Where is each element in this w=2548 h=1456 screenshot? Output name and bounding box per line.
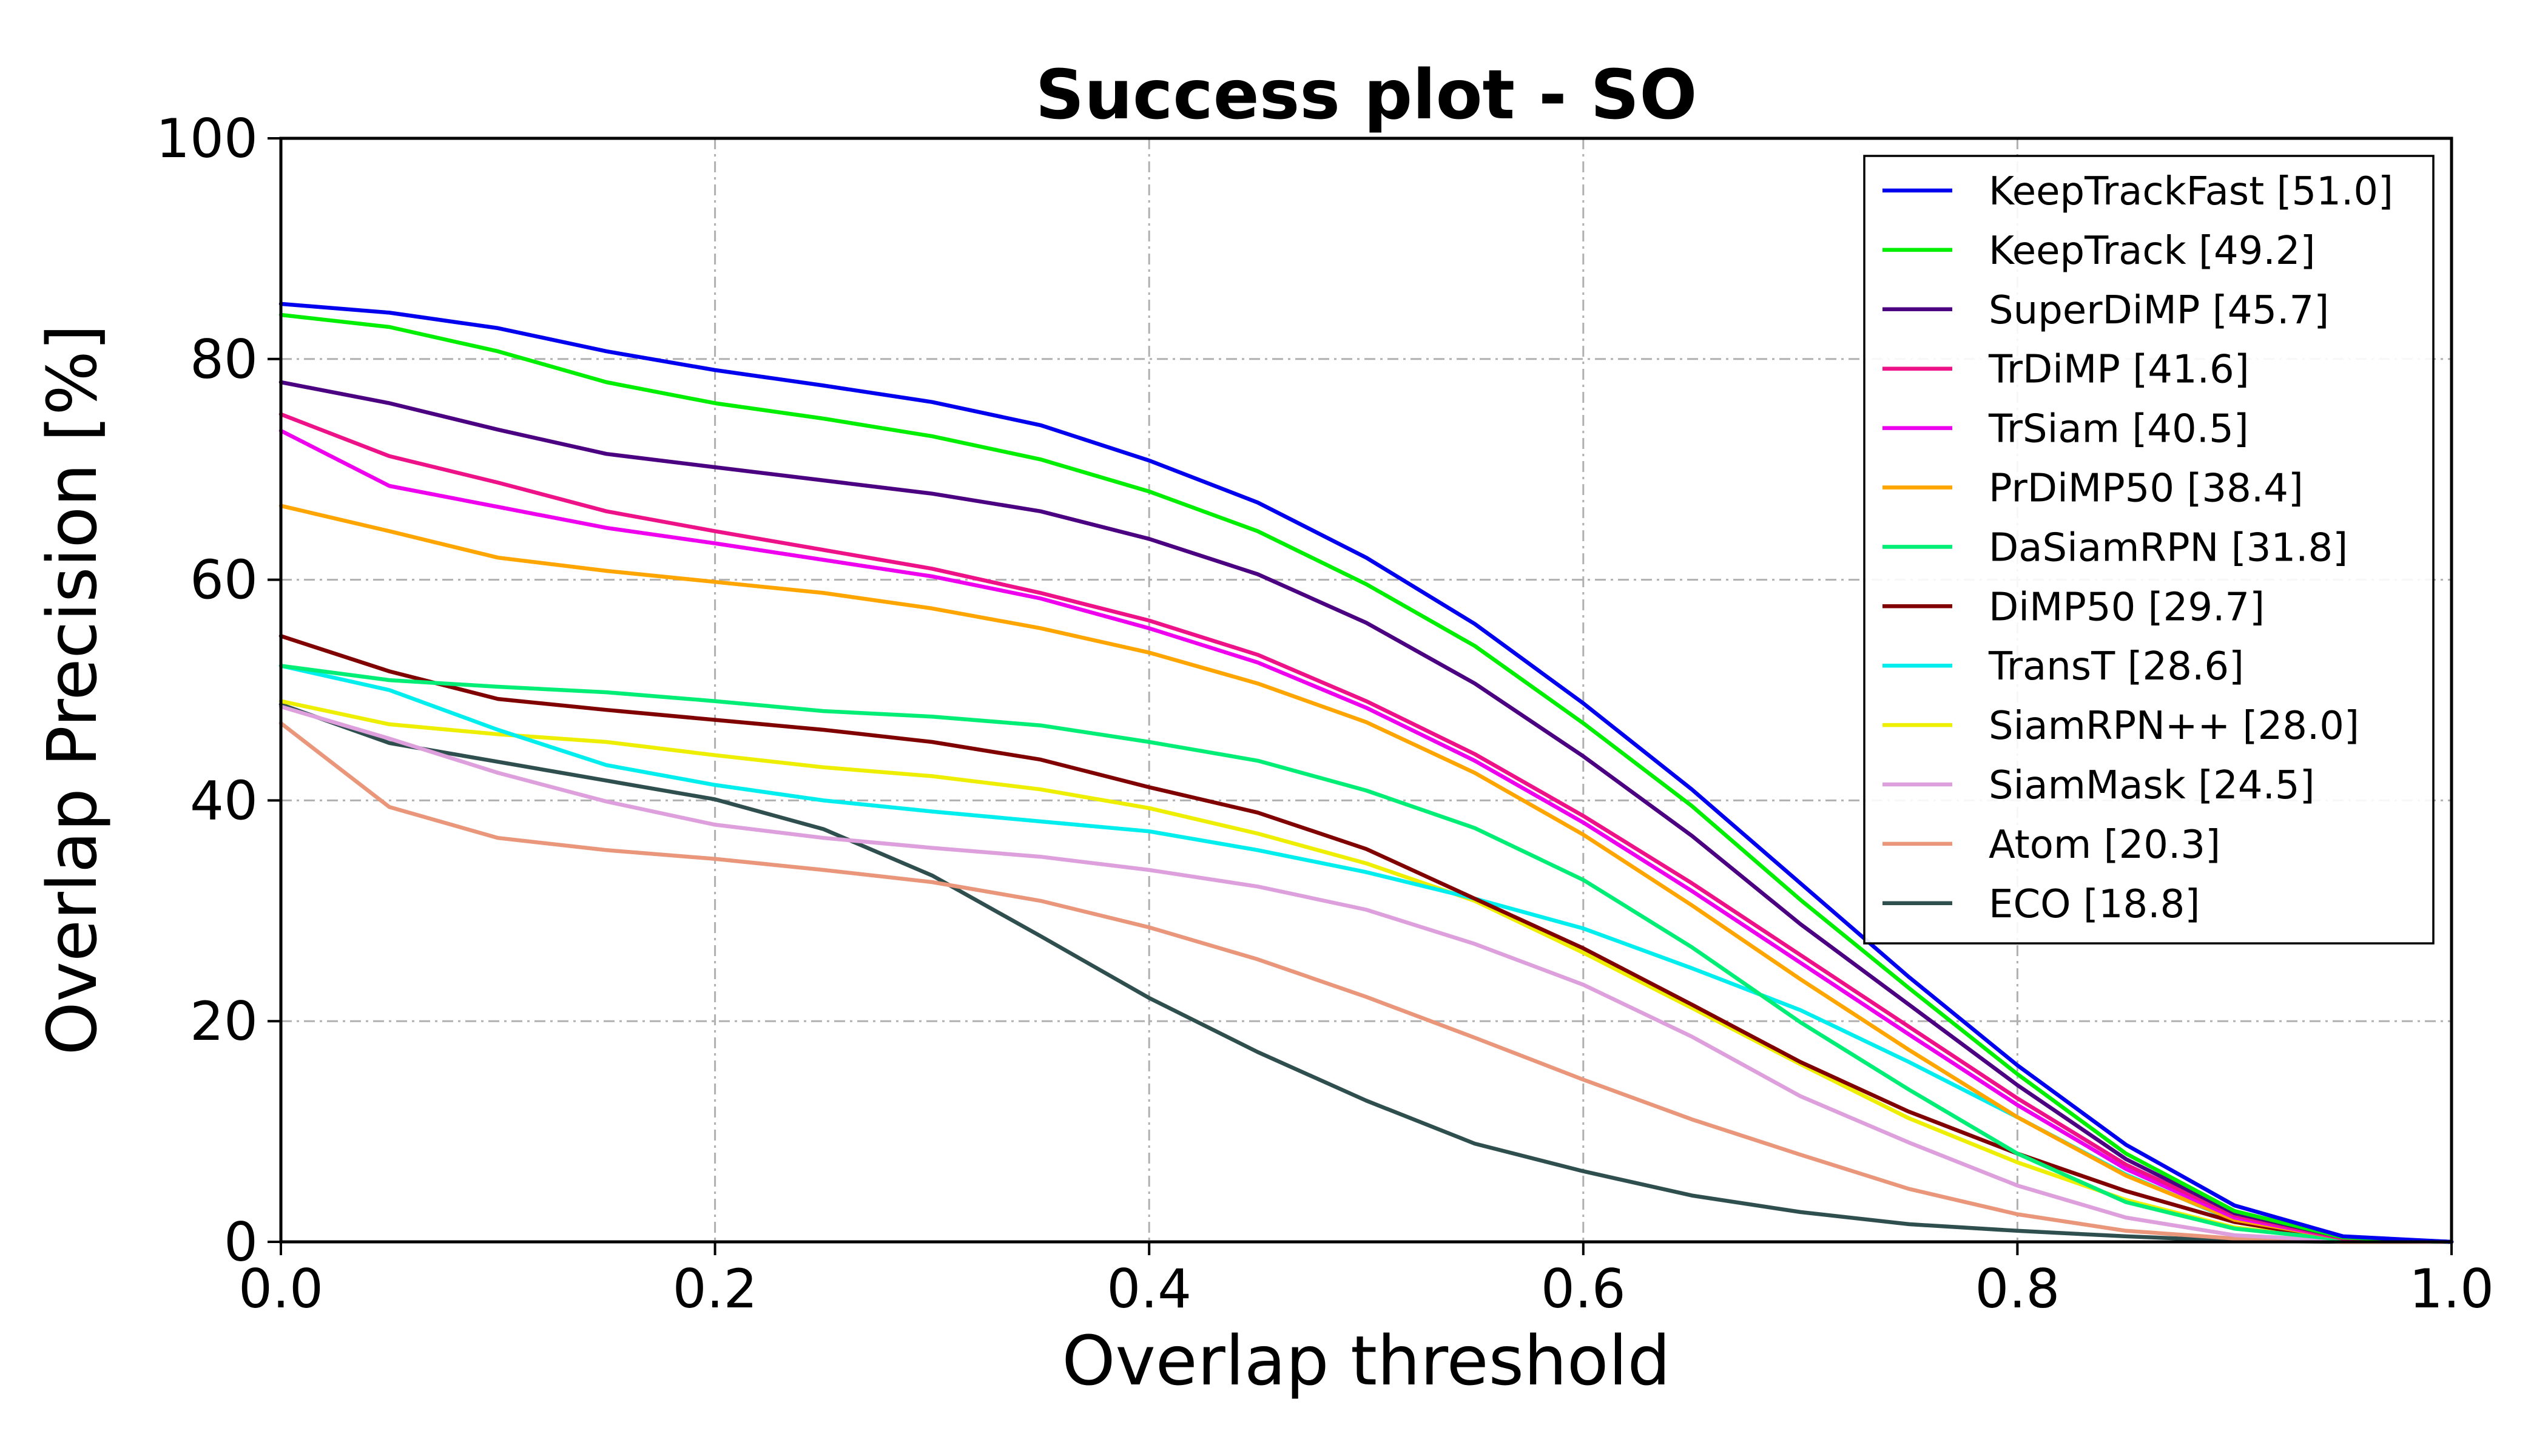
legend-box: [1863, 155, 2435, 945]
series-line-10: [278, 704, 2454, 1244]
series-line-6: [278, 664, 2454, 1244]
legend-label: SiamMask [24.5]: [1989, 763, 2315, 808]
legend-label: KeepTrack [49.2]: [1989, 229, 2315, 274]
legend-label: PrDiMP50 [38.4]: [1989, 467, 2304, 511]
legend-label: KeepTrackFast [51.0]: [1989, 169, 2393, 214]
series-line-3: [278, 412, 2454, 1244]
legend-label: TrDiMP [41.6]: [1988, 348, 2250, 393]
series-line-2: [278, 380, 2454, 1244]
series-line-0: [278, 302, 2454, 1244]
legend-label: Atom [20.3]: [1989, 823, 2220, 868]
axis-ticks: 0.0 0.2 0.4 0.6 0.8 1.0 0 20 40 60 80 100: [156, 107, 2494, 1320]
y-axis-label: Overlap Precision [%]: [33, 325, 112, 1056]
plot-frame: [279, 136, 2453, 1244]
legend-label: TrSiam [40.5]: [1988, 407, 2249, 452]
legend-label: DaSiamRPN [31.8]: [1989, 525, 2348, 570]
series-line-7: [278, 634, 2454, 1244]
y-tick-label: 100: [156, 107, 258, 170]
chart-title: Success plot - SO: [1036, 56, 1697, 135]
series-line-4: [278, 428, 2454, 1244]
legend-label: SiamRPN++ [28.0]: [1989, 704, 2359, 749]
y-tick-label: 0: [224, 1211, 258, 1273]
x-tick-label: 0.2: [673, 1258, 758, 1320]
series-line-1: [278, 312, 2454, 1244]
legend-label: SuperDiMP [45.7]: [1989, 288, 2329, 333]
series-line-12: [278, 702, 2454, 1244]
series-line-5: [278, 504, 2454, 1244]
y-tick-label: 80: [190, 328, 258, 391]
series-lines: [278, 302, 2454, 1244]
y-tick-label: 60: [190, 549, 258, 612]
x-tick-label: 0.0: [238, 1258, 323, 1320]
x-tick-label: 1.0: [2409, 1258, 2494, 1320]
legend: KeepTrackFast [51.0] KeepTrack [49.2] Supe…: [1863, 155, 2435, 945]
x-tick-label: 0.8: [1975, 1258, 2060, 1320]
x-axis-label: Overlap threshold: [1062, 1322, 1670, 1401]
legend-label: ECO [18.8]: [1989, 882, 2200, 927]
x-tick-label: 0.4: [1107, 1258, 1191, 1320]
y-tick-label: 40: [190, 769, 258, 832]
x-tick-label: 0.6: [1541, 1258, 1626, 1320]
y-tick-label: 20: [190, 990, 258, 1053]
series-line-11: [278, 721, 2454, 1244]
legend-label: DiMP50 [29.7]: [1989, 585, 2265, 630]
legend-label: TransT [28.6]: [1988, 644, 2244, 689]
